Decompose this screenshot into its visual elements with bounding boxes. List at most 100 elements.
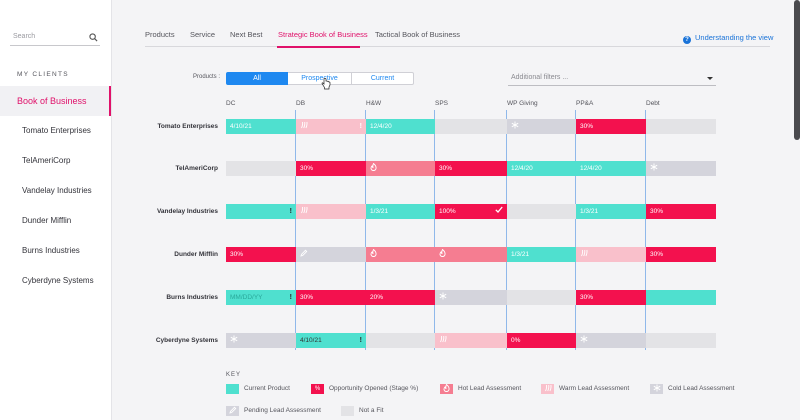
alert-icon: ! <box>289 208 292 215</box>
cell-current[interactable]: 12/4/20 <box>507 161 576 176</box>
products-filter-label: Products : <box>193 74 221 80</box>
tab-products[interactable]: Products <box>145 30 175 39</box>
additional-filters-dropdown[interactable]: Additional filters ... <box>508 71 716 86</box>
segment-prospective[interactable]: Prospective <box>288 72 352 85</box>
cell-hot[interactable] <box>435 247 507 262</box>
cell-cold[interactable] <box>226 333 296 348</box>
cold-icon <box>650 384 663 394</box>
cell-not-fit[interactable] <box>646 333 716 348</box>
cell-current[interactable]: 4/10/21! <box>296 333 366 348</box>
cell-opportunity[interactable]: 30% <box>296 290 366 305</box>
hand-cursor-icon <box>321 78 331 90</box>
cell-opportunity[interactable]: 30% <box>435 161 507 176</box>
sidebar: Search MY CLIENTS Book of Business Tomato… <box>0 0 112 420</box>
cell-current[interactable]: 1/3/21 <box>366 204 435 219</box>
help-icon: ? <box>683 36 691 44</box>
cell-opportunity[interactable]: 0% <box>507 333 576 348</box>
segment-current[interactable]: Current <box>352 72 414 85</box>
sidebar-item-cyberdyne-systems[interactable]: Cyberdyne Systems <box>22 276 94 285</box>
cell-not-fit[interactable] <box>646 119 716 134</box>
cell-opportunity[interactable]: 30% <box>646 204 716 219</box>
cell-pending[interactable] <box>296 247 366 262</box>
understanding-the-view-link[interactable]: ? Understanding the view <box>683 33 773 44</box>
cell-warm[interactable]: ! <box>296 119 366 134</box>
row-label: Vandelay Industries <box>156 208 218 215</box>
cell-value: 12/4/20 <box>370 123 392 130</box>
warm-icon <box>580 247 588 262</box>
sidebar-item-book-of-business[interactable]: Book of Business <box>0 86 111 116</box>
cell-current[interactable] <box>646 290 716 305</box>
legend-label: Not a Fit <box>359 407 384 414</box>
search-input[interactable]: Search <box>13 33 36 40</box>
cell-opportunity[interactable]: 20% <box>366 290 435 305</box>
cell-opportunity[interactable]: 30% <box>226 247 296 262</box>
sidebar-item-dunder-mifflin[interactable]: Dunder Mifflin <box>22 216 72 225</box>
cell-opportunity[interactable]: 30% <box>576 290 646 305</box>
column-header: DB <box>296 100 306 107</box>
my-clients-label: MY CLIENTS <box>17 71 69 78</box>
cell-value: 1/3/21 <box>511 251 530 258</box>
sidebar-item-telamericorp[interactable]: TelAmeriCorp <box>22 156 71 165</box>
legend-swatch <box>341 406 354 416</box>
cell-not-fit[interactable] <box>435 119 507 134</box>
sidebar-item-vandelay-industries[interactable]: Vandelay Industries <box>22 186 92 195</box>
legend-label: Warm Lead Assessment <box>559 385 630 392</box>
legend-label: Hot Lead Assessment <box>458 385 522 392</box>
cell-opportunity[interactable]: 100% <box>435 204 507 219</box>
search-field[interactable]: Search <box>10 32 100 46</box>
column-divider <box>506 110 507 350</box>
tab-next-best[interactable]: Next Best <box>230 30 263 39</box>
cell-warm[interactable] <box>296 204 366 219</box>
cell-current[interactable]: ! <box>226 204 296 219</box>
cell-current[interactable]: MM/DD/YY! <box>226 290 296 305</box>
cell-value: 1/3/21 <box>370 208 389 215</box>
cell-value: 30% <box>230 251 244 258</box>
cell-cold[interactable] <box>435 290 507 305</box>
cell-current[interactable]: 1/3/21 <box>576 204 646 219</box>
column-divider <box>295 110 296 350</box>
cell-warm[interactable] <box>435 333 507 348</box>
cell-opportunity[interactable]: 30% <box>646 247 716 262</box>
segment-all[interactable]: All <box>226 72 288 85</box>
sidebar-item-tomato-enterprises[interactable]: Tomato Enterprises <box>22 126 91 135</box>
cell-current[interactable]: 12/4/20 <box>576 161 646 176</box>
cell-opportunity[interactable]: 30% <box>296 161 366 176</box>
search-icon[interactable] <box>89 33 98 42</box>
warm-icon <box>541 384 554 394</box>
tabs-divider <box>145 46 770 47</box>
hot-icon <box>439 247 446 262</box>
cell-value: 30% <box>580 123 594 130</box>
warm-icon <box>300 204 308 219</box>
legend-label: Pending Lead Assessment <box>244 407 321 414</box>
cold-icon <box>650 161 658 176</box>
tab-service[interactable]: Service <box>190 30 216 39</box>
cell-cold[interactable] <box>646 161 716 176</box>
cell-cold[interactable] <box>507 119 576 134</box>
cell-current[interactable]: 1/3/21 <box>507 247 576 262</box>
cell-warm[interactable] <box>576 247 646 262</box>
cell-not-fit[interactable] <box>226 161 296 176</box>
cold-icon <box>511 119 519 134</box>
cell-value: 1/3/21 <box>580 208 599 215</box>
tab-tactical-book-of-business[interactable]: Tactical Book of Business <box>375 30 461 39</box>
cell-current[interactable]: 12/4/20 <box>366 119 435 134</box>
scrollbar[interactable] <box>794 0 800 140</box>
cell-not-fit[interactable] <box>507 290 576 305</box>
cell-cold[interactable] <box>576 333 646 348</box>
column-header: SPS <box>435 100 449 107</box>
legend-label: Opportunity Opened (Stage %) <box>329 385 419 392</box>
sidebar-item-burns-industries[interactable]: Burns Industries <box>22 246 80 255</box>
cell-not-fit[interactable] <box>366 333 435 348</box>
cell-hot[interactable] <box>366 247 435 262</box>
legend-label: Cold Lead Assessment <box>668 385 735 392</box>
pending-icon <box>226 406 239 416</box>
cold-icon <box>580 333 588 348</box>
cell-hot[interactable] <box>366 161 435 176</box>
warm-icon <box>300 119 308 134</box>
tab-strategic-book-of-business[interactable]: Strategic Book of Business <box>278 30 368 39</box>
additional-filters-placeholder: Additional filters ... <box>511 74 569 81</box>
cell-not-fit[interactable] <box>507 204 576 219</box>
cell-opportunity[interactable]: 30% <box>576 119 646 134</box>
cell-value: 30% <box>580 294 594 301</box>
cell-current[interactable]: 4/10/21 <box>226 119 296 134</box>
